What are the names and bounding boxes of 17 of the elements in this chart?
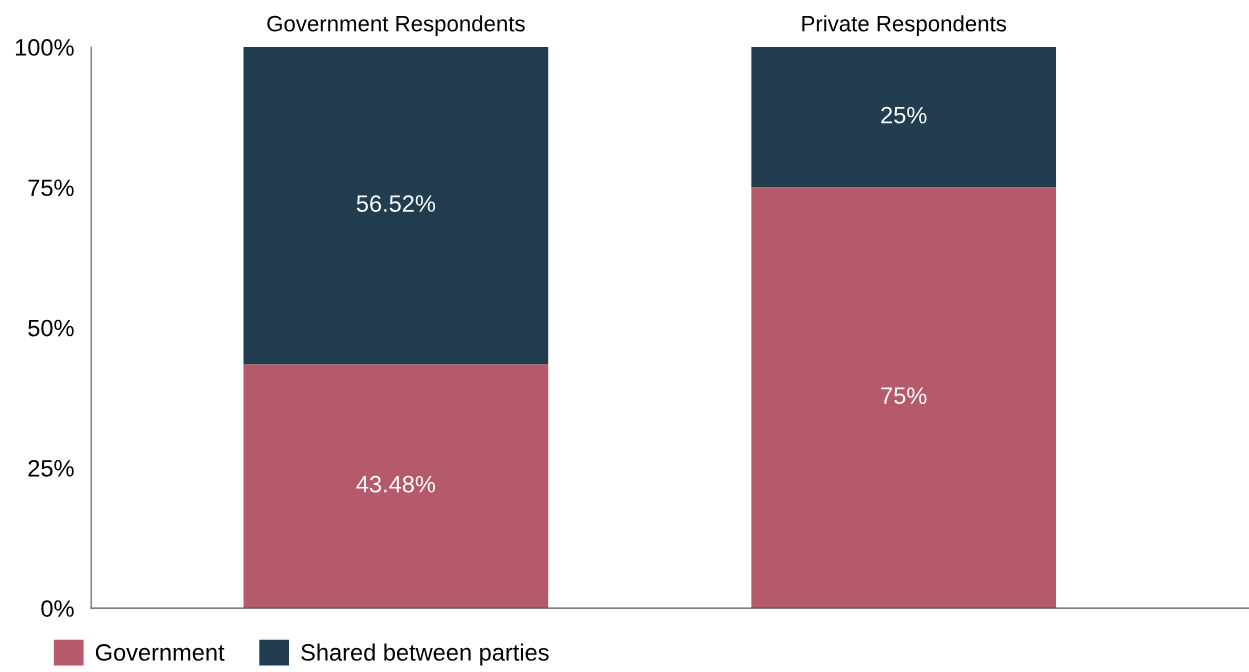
bar — [243, 364, 549, 609]
data-label: 25% — [881, 106, 927, 124]
data-label: 56.52% — [356, 195, 436, 212]
legend-label: Government — [95, 644, 225, 661]
y-tick-label: 75% — [28, 179, 74, 197]
y-tick-label: 25% — [28, 459, 74, 477]
x-tick-label: Private Respondents — [802, 15, 1007, 36]
x-tick-label: Government Respondents — [267, 15, 525, 36]
bar — [751, 47, 1057, 188]
bar — [243, 47, 549, 365]
data-label: 75% — [881, 387, 927, 405]
y-tick-label: 100% — [15, 39, 74, 56]
y-tick-label: 0% — [41, 600, 74, 617]
bar — [751, 187, 1057, 609]
data-label: 43.48% — [356, 475, 436, 493]
y-tick-label: 50% — [28, 319, 74, 337]
legend-label: Shared between parties — [301, 643, 549, 666]
